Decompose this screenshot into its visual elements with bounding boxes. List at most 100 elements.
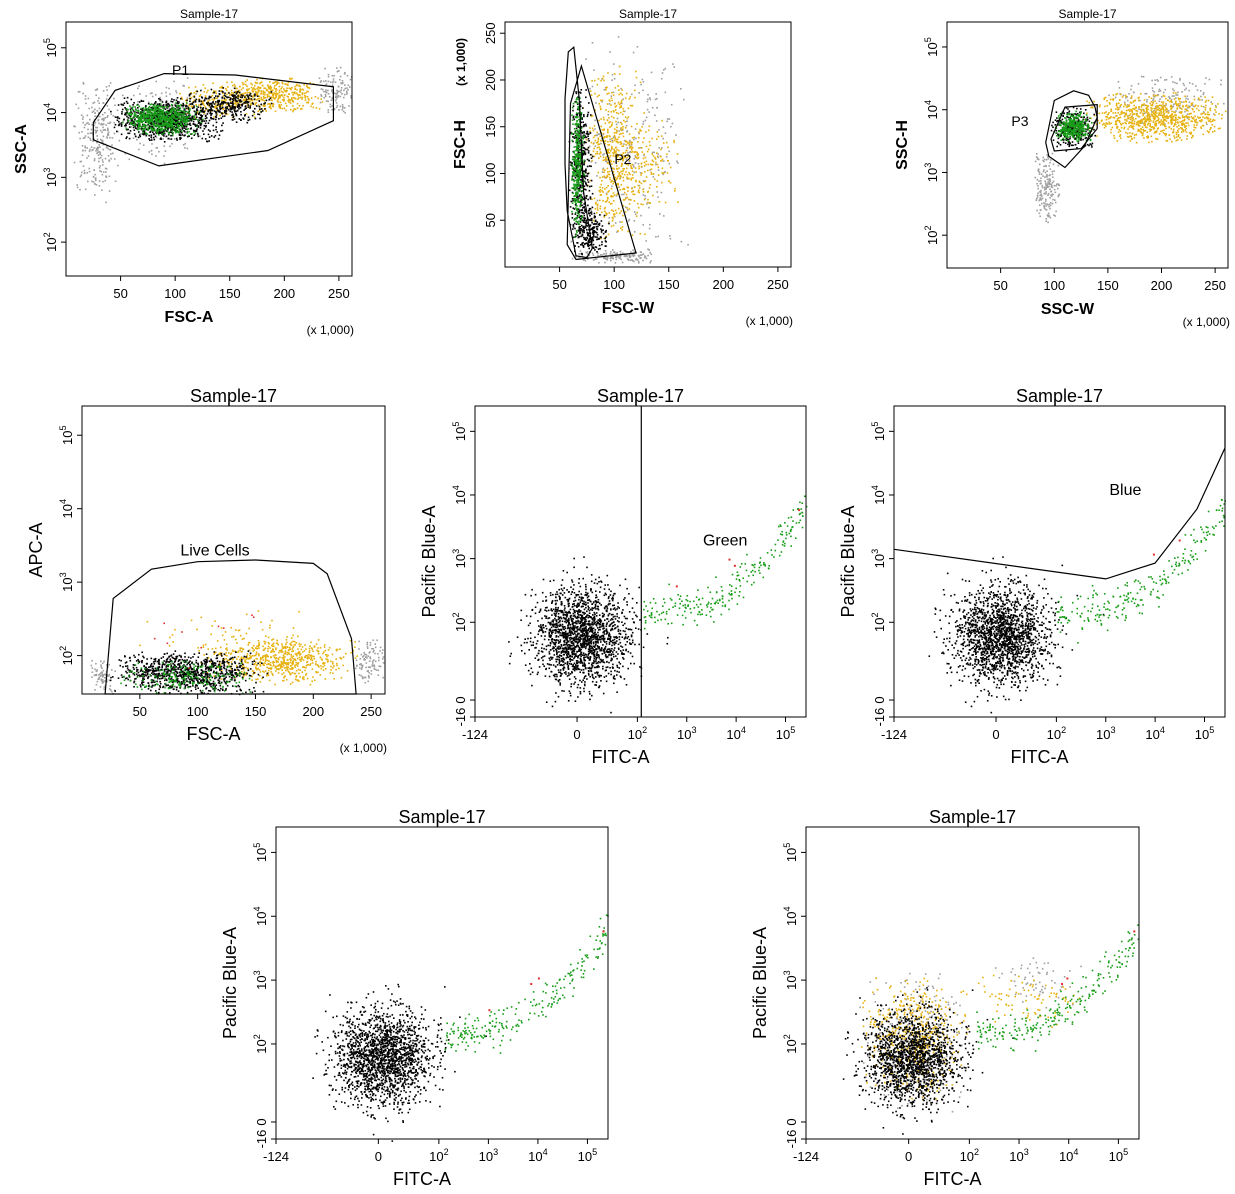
point (281, 95, 284, 97)
point (233, 83, 236, 86)
point (171, 142, 173, 145)
point (98, 157, 100, 160)
gate-1[interactable] (92, 72, 334, 167)
point (218, 90, 221, 92)
point (655, 161, 657, 164)
point (130, 110, 132, 112)
point (275, 84, 278, 86)
point (226, 89, 228, 92)
point (187, 116, 190, 118)
point (177, 126, 180, 128)
point (623, 173, 626, 176)
point (138, 123, 140, 125)
point (221, 87, 223, 89)
point (578, 181, 580, 184)
point (615, 258, 618, 261)
point (669, 166, 672, 169)
point (243, 83, 245, 85)
point (611, 145, 613, 148)
point (205, 107, 207, 110)
point (169, 124, 172, 127)
point (578, 118, 580, 121)
point (141, 128, 143, 131)
point (212, 129, 215, 132)
point (149, 122, 152, 125)
point (581, 231, 584, 233)
point (601, 77, 604, 80)
point (608, 103, 611, 105)
point (256, 95, 259, 97)
point (595, 258, 597, 260)
point (622, 170, 624, 172)
point (640, 162, 643, 165)
point (152, 136, 155, 139)
point (616, 186, 619, 189)
point (128, 132, 131, 135)
point (578, 214, 580, 216)
point (173, 123, 175, 125)
point (156, 103, 159, 105)
point (646, 150, 649, 153)
point (152, 112, 155, 115)
point (144, 107, 147, 109)
point (165, 110, 168, 113)
point (107, 127, 109, 130)
point (82, 116, 84, 118)
point (212, 82, 214, 85)
point (314, 96, 317, 98)
point (129, 113, 132, 115)
point (574, 236, 576, 238)
point (639, 147, 642, 149)
point (263, 100, 266, 102)
point (218, 100, 220, 103)
point (163, 132, 166, 135)
point (147, 117, 149, 119)
point (592, 229, 594, 232)
point (135, 127, 137, 129)
point (178, 123, 181, 125)
point (289, 99, 292, 102)
point (229, 94, 231, 96)
point (630, 177, 633, 180)
point (661, 172, 663, 174)
point (225, 112, 227, 115)
point (195, 111, 198, 114)
point (575, 132, 577, 135)
point (244, 115, 246, 117)
point (136, 126, 139, 128)
point (606, 199, 608, 202)
point (125, 127, 128, 130)
point (218, 118, 220, 120)
point (574, 161, 577, 163)
point (640, 182, 643, 185)
point (594, 92, 596, 95)
point (625, 158, 628, 161)
point (159, 108, 161, 111)
point (576, 160, 578, 162)
point (189, 108, 191, 110)
point (620, 175, 622, 178)
point (614, 137, 617, 140)
point (91, 123, 93, 126)
point (203, 127, 206, 130)
point (117, 164, 119, 167)
point (586, 231, 589, 234)
point (254, 88, 257, 91)
point (320, 98, 322, 100)
point (187, 112, 190, 114)
point (108, 108, 110, 111)
point (310, 97, 313, 99)
point (102, 129, 105, 131)
point (236, 91, 238, 94)
point (341, 104, 344, 106)
point (331, 84, 334, 86)
point (633, 136, 636, 139)
point (133, 115, 136, 117)
point (160, 131, 162, 133)
point (141, 115, 144, 118)
point (106, 89, 108, 91)
point (615, 255, 618, 257)
point (628, 256, 631, 258)
point (260, 90, 262, 93)
point (172, 112, 175, 114)
